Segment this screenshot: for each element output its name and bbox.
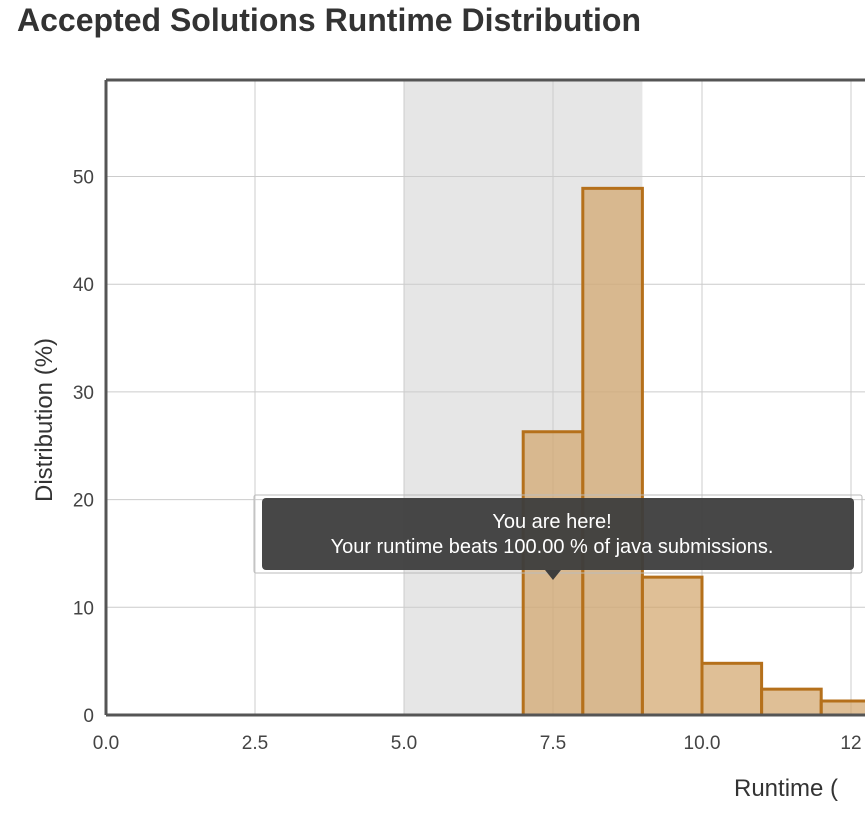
tooltip-box [262,498,854,570]
x-tick-label: 10.0 [684,733,721,754]
x-tick-label: 12 [840,733,861,754]
y-tick-label: 50 [73,168,94,189]
tooltip-line-2: Your runtime beats 100.00 % of java subm… [331,536,774,558]
y-tick-label: 20 [73,491,94,512]
x-tick-label: 2.5 [242,733,268,754]
tooltip: You are here! Your runtime beats 100.00 %… [253,494,863,580]
x-axis-label: Runtime ( [734,775,838,802]
histogram-bar [819,699,865,715]
x-tick-label: 5.0 [391,733,417,754]
histogram-bar [640,575,704,715]
y-tick-label: 30 [73,383,94,404]
plot-area [106,80,865,715]
y-tick-label: 40 [73,275,94,296]
histogram-bar [760,687,823,715]
tooltip-line-1: You are here! [492,511,611,533]
chart-title: Accepted Solutions Runtime Distribution [17,2,642,38]
histogram-bar [581,186,644,715]
y-tick-label: 10 [73,598,94,619]
y-tick-label: 0 [83,706,94,727]
histogram-bar [700,661,764,715]
tooltip-pointer [545,570,561,580]
y-axis-label: Distribution (%) [31,338,58,502]
x-tick-label: 7.5 [540,733,566,754]
x-tick-label: 0.0 [93,733,119,754]
